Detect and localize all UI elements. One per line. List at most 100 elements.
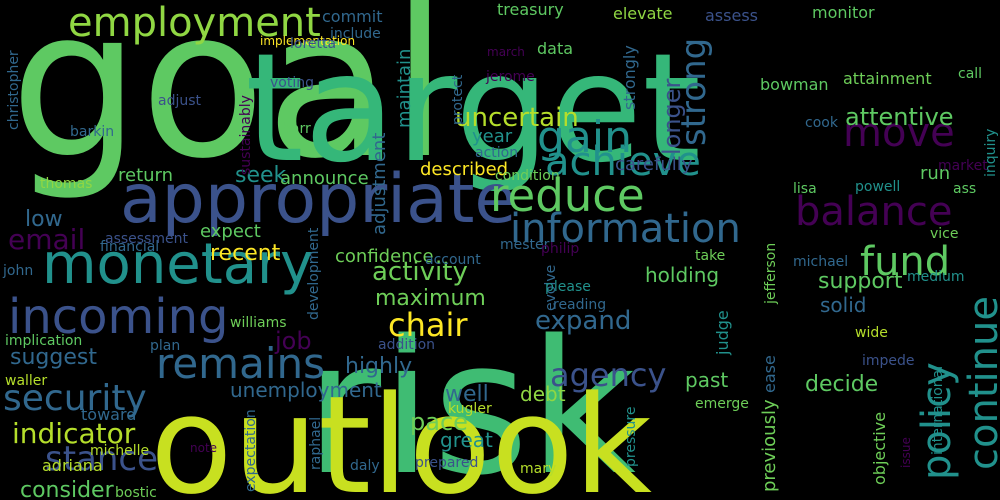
- word-unemployment: unemployment: [230, 378, 382, 402]
- word-holding: holding: [645, 263, 719, 287]
- word-chair: chair: [388, 306, 468, 344]
- word-michelle: michelle: [90, 443, 149, 459]
- word-ease: ease: [760, 355, 779, 393]
- word-activity: activity: [372, 257, 468, 287]
- word-agency: agency: [550, 356, 666, 394]
- word-goal: goal: [10, 0, 448, 204]
- word-jefferson: jefferson: [763, 243, 779, 305]
- word-reading: reading: [553, 297, 606, 313]
- word-impede: impede: [862, 353, 915, 369]
- word-jerome: jerome: [485, 69, 535, 85]
- word-appropriate: appropriate: [120, 160, 516, 239]
- word-assess: assess: [705, 6, 758, 25]
- word-thomas: thomas: [40, 176, 92, 192]
- word-pace: pace: [410, 408, 468, 436]
- word-suggest: suggest: [10, 345, 97, 370]
- word-data: data: [537, 39, 573, 58]
- word-account: account: [425, 252, 481, 268]
- word-philip: philip: [541, 241, 579, 257]
- word-please: please: [545, 279, 591, 295]
- word-debt: debt: [520, 382, 566, 406]
- word-sustainably: sustainably: [238, 95, 254, 175]
- word-christopher: christopher: [6, 50, 22, 130]
- word-protect: protect: [450, 74, 466, 125]
- word-indicator: indicator: [12, 417, 136, 450]
- word-maintain: maintain: [394, 49, 415, 128]
- word-expectation: expectation: [243, 409, 259, 492]
- word-kugler: kugler: [448, 401, 492, 417]
- word-fund: fund: [860, 239, 950, 285]
- word-email: email: [8, 223, 85, 256]
- word-march: march: [487, 45, 525, 59]
- word-run: run: [920, 163, 950, 184]
- word-gain: gain: [537, 112, 632, 163]
- word-expect: expect: [200, 221, 261, 242]
- word-financial: financial: [100, 239, 159, 255]
- word-reduce: reduce: [490, 169, 645, 222]
- word-objective: objective: [870, 412, 889, 485]
- word-achieve: achieve: [545, 139, 701, 185]
- word-wide: wide: [855, 325, 888, 341]
- word-evolve: evolve: [543, 265, 559, 311]
- word-return: return: [118, 165, 173, 186]
- word-implementation: implementation: [260, 34, 355, 48]
- word-note: note: [190, 441, 217, 455]
- word-waller: waller: [5, 373, 47, 389]
- word-monetary: monetary: [42, 232, 313, 297]
- word-michael: michael: [793, 254, 848, 270]
- word-risk: risk: [305, 300, 636, 500]
- word-ass: ass: [953, 181, 976, 197]
- word-powell: powell: [855, 179, 900, 195]
- word-monitor: monitor: [812, 3, 875, 22]
- word-prepared: prepared: [415, 455, 478, 471]
- word-barr: barr: [282, 121, 311, 137]
- word-implication: implication: [5, 333, 82, 349]
- word-policy: policy: [914, 362, 960, 480]
- word-attentive: attentive: [845, 103, 954, 131]
- word-inquiry: inquiry: [983, 129, 999, 177]
- word-outlook: outlook: [150, 367, 652, 500]
- word-expand: expand: [535, 306, 631, 336]
- word-well: well: [445, 382, 489, 407]
- word-job: job: [274, 327, 312, 355]
- word-williams: williams: [230, 315, 287, 331]
- word-bowman: bowman: [760, 75, 829, 94]
- word-balance: balance: [795, 189, 952, 235]
- word-employment: employment: [68, 0, 321, 46]
- word-lisa: lisa: [793, 181, 817, 197]
- word-action: action: [475, 145, 518, 161]
- word-incoming: incoming: [8, 289, 229, 345]
- word-consider: consider: [20, 478, 115, 500]
- word-cook: cook: [805, 115, 839, 131]
- word-barkin: barkin: [70, 124, 114, 140]
- word-adriana: adriana: [42, 456, 103, 475]
- word-adjust: adjust: [158, 93, 202, 109]
- word-strong: strong: [674, 38, 714, 146]
- word-john: john: [2, 263, 33, 279]
- word-mary: mary: [520, 461, 556, 477]
- word-daly: daly: [350, 458, 380, 474]
- word-issue: issue: [899, 437, 913, 468]
- word-vice: vice: [930, 226, 959, 242]
- word-attainment: attainment: [843, 69, 932, 88]
- word-elevate: elevate: [613, 4, 673, 23]
- word-past: past: [685, 368, 728, 392]
- word-assessment: assessment: [105, 231, 188, 247]
- word-maximum: maximum: [375, 286, 486, 311]
- word-addition: addition: [378, 337, 435, 353]
- word-strongly: strongly: [620, 45, 639, 110]
- word-loretta: loretta: [290, 36, 336, 52]
- word-continue: continue: [961, 296, 1000, 470]
- word-move: move: [843, 110, 955, 156]
- word-announce: announce: [280, 168, 369, 189]
- word-bostic: bostic: [115, 485, 157, 500]
- word-voting: voting: [270, 75, 314, 91]
- word-medium: medium: [907, 269, 965, 285]
- word-security: security: [3, 378, 147, 419]
- word-low: low: [25, 207, 63, 232]
- word-plan: plan: [150, 338, 180, 354]
- word-raphael: raphael: [308, 417, 324, 470]
- word-mester: mester: [500, 237, 550, 253]
- word-year: year: [472, 126, 513, 147]
